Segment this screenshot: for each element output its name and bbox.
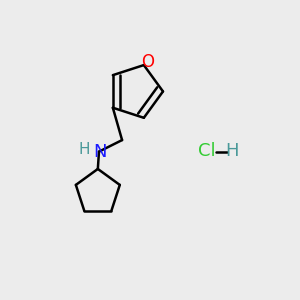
- Text: H: H: [78, 142, 90, 157]
- Text: O: O: [141, 53, 154, 71]
- Text: H: H: [226, 142, 239, 160]
- Text: N: N: [93, 142, 107, 160]
- Text: Cl: Cl: [198, 142, 216, 160]
